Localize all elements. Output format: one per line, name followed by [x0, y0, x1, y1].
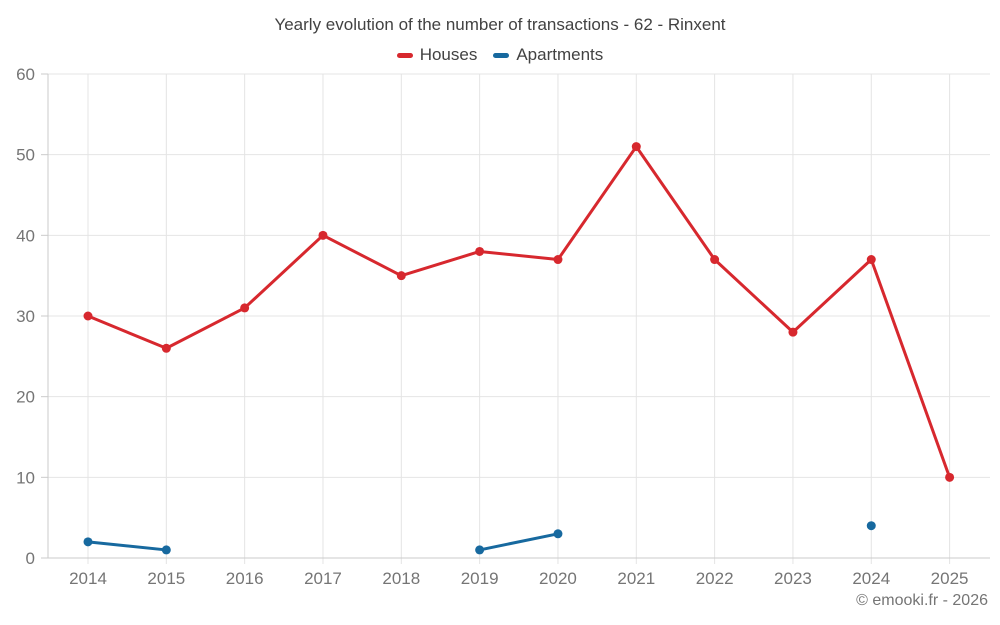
apartments-data-point-2019[interactable] [475, 545, 485, 555]
houses-data-point-2018[interactable] [396, 271, 406, 281]
x-tick-label: 2017 [304, 569, 342, 588]
apartments-data-point-2014[interactable] [83, 537, 93, 547]
houses-legend-label: Houses [419, 45, 478, 64]
x-tick-label: 2019 [461, 569, 499, 588]
x-tick-label: 2022 [696, 569, 734, 588]
apartments-data-point-2024[interactable] [866, 521, 876, 531]
apartments-legend-label: Apartments [516, 45, 604, 64]
houses-legend-marker-icon [396, 52, 413, 58]
houses-data-point-2025[interactable] [945, 472, 955, 482]
y-tick-label: 30 [16, 307, 35, 326]
apartments-series-line [86, 540, 168, 552]
houses-data-point-2021[interactable] [631, 142, 641, 152]
houses-data-point-2020[interactable] [553, 255, 563, 265]
copyright-text: © emooki.fr - 2026 [856, 592, 988, 609]
apartments-data-point-2020[interactable] [553, 529, 563, 539]
houses-data-point-2016[interactable] [240, 303, 250, 313]
houses-data-point-2015[interactable] [161, 343, 171, 353]
houses-data-point-2017[interactable] [318, 230, 328, 240]
houses-series-line [86, 145, 952, 479]
houses-data-point-2022[interactable] [710, 255, 720, 265]
legend-item-houses[interactable]: Houses [396, 45, 478, 65]
x-tick-label: 2014 [69, 569, 107, 588]
chart-title: Yearly evolution of the number of transa… [274, 15, 726, 34]
y-tick-label: 60 [16, 65, 35, 84]
x-tick-label: 2016 [226, 569, 264, 588]
apartments-data-point-2015[interactable] [161, 545, 171, 555]
apartments-series-line [478, 532, 560, 552]
x-tick-label: 2023 [774, 569, 812, 588]
x-tick-label: 2015 [147, 569, 185, 588]
y-tick-label: 20 [16, 388, 35, 407]
x-tick-label: 2020 [539, 569, 577, 588]
houses-data-point-2019[interactable] [475, 246, 485, 256]
y-tick-label: 0 [26, 549, 35, 568]
y-tick-label: 40 [16, 226, 35, 245]
x-tick-label: 2018 [382, 569, 420, 588]
y-tick-label: 10 [16, 468, 35, 487]
houses-data-point-2024[interactable] [866, 255, 876, 265]
x-tick-label: 2025 [931, 569, 969, 588]
apartments-legend-marker-icon [493, 52, 510, 58]
y-tick-label: 50 [16, 146, 35, 165]
x-tick-label: 2021 [617, 569, 655, 588]
x-tick-label: 2024 [852, 569, 890, 588]
legend: Houses Apartments [0, 45, 1000, 65]
legend-item-apartments[interactable]: Apartments [493, 45, 603, 65]
houses-data-point-2023[interactable] [788, 327, 798, 337]
houses-data-point-2014[interactable] [83, 311, 93, 321]
